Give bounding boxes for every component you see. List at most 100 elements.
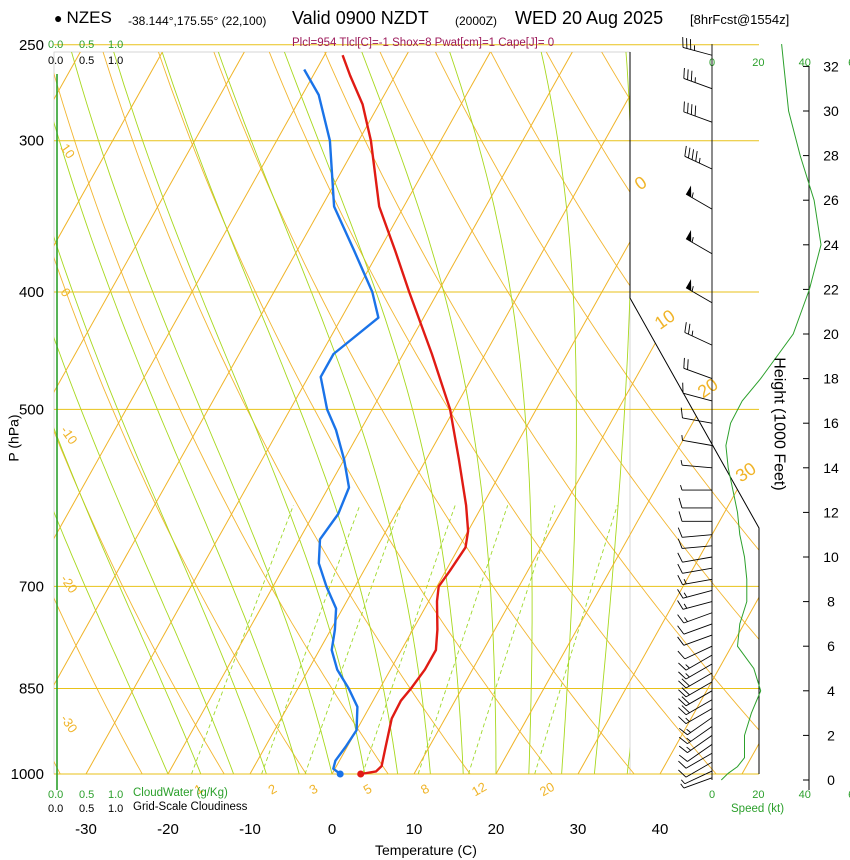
isotherm-line [249, 94, 630, 774]
height-tick-label: 26 [823, 192, 839, 208]
moist-adiabat [361, 52, 497, 774]
wind-barb [677, 623, 713, 635]
speed-top-label: 20 [752, 57, 764, 69]
isotherm-label: -30 [58, 712, 81, 736]
isotherm-line [630, 298, 759, 774]
isotherm-edge-label: 30 [732, 458, 760, 486]
height-tick-label: 6 [827, 638, 835, 654]
barb-staff [685, 287, 713, 304]
barb-half-flag [691, 237, 694, 243]
wind-barb [678, 717, 713, 736]
moist-adiabat [626, 746, 630, 774]
barb-half-flag [686, 737, 691, 742]
barb-staff [685, 663, 713, 680]
moist-adiabat [54, 121, 300, 774]
barb-staff [685, 761, 713, 778]
height-tick-label: 12 [823, 504, 839, 520]
barb-flag [687, 147, 691, 159]
barb-flag [678, 769, 687, 778]
barb-half-flag [685, 717, 690, 722]
barb-staff [682, 439, 713, 446]
cloudiness-bottom-label: 0.5 [79, 803, 94, 815]
isotherm-line [659, 298, 759, 774]
wind-barb [677, 634, 713, 646]
cloudwater-bottom-label: 0.5 [79, 789, 94, 801]
barb-flag [678, 716, 687, 724]
dry-adiabat [0, 23, 323, 799]
barb-pennant [686, 230, 692, 242]
mixing-ratio-label: 20 [537, 779, 557, 799]
barb-staff [682, 534, 713, 538]
barb-flag [684, 145, 687, 157]
barb-flag [678, 745, 688, 753]
wind-barb [677, 600, 713, 610]
height-axis-title: Height (1000 Feet) [770, 357, 788, 491]
wind-barb [680, 777, 713, 789]
barb-staff [685, 681, 713, 698]
barb-staff [682, 578, 713, 585]
height-tick-label: 30 [823, 103, 839, 119]
barb-staff [683, 623, 713, 635]
barb-staff [682, 601, 713, 610]
dry-adiabat [630, 298, 759, 774]
barb-flag [694, 105, 697, 117]
barb-flag [678, 754, 688, 762]
barb-staff [682, 556, 713, 563]
mixing-ratio-line [468, 505, 556, 774]
barb-half-flag [686, 728, 691, 733]
speed-bottom-label: 0 [709, 789, 715, 801]
barb-half-flag [685, 664, 690, 669]
isotherm-edge-label: 10 [651, 305, 679, 333]
station-dot-icon: ● [54, 10, 63, 26]
isotherm-label: -10 [58, 423, 81, 447]
wind-barb [677, 612, 713, 624]
barb-half-flag [681, 779, 686, 785]
wind-barb [677, 563, 713, 574]
stability-indices: Plcl=954 Tlcl[C]=-1 Shox=8 Pwat[cm]=1 Ca… [292, 37, 555, 49]
barb-half-flag [691, 286, 694, 292]
isotherm-line [660, 52, 850, 774]
barb-staff [685, 238, 713, 255]
barb-staff [682, 417, 713, 424]
barb-flag [690, 70, 693, 82]
wind-barb [678, 672, 713, 689]
barb-half-flag [686, 746, 691, 751]
barb-half-flag [683, 592, 688, 598]
barb-flag [690, 104, 693, 115]
barb-pennant [686, 185, 692, 198]
mixing-ratio-label: 12 [469, 779, 489, 799]
barb-flag [678, 760, 687, 769]
cloudwater-top-label: 0.5 [79, 39, 94, 51]
cloudwater-bottom-label: 0.0 [48, 789, 63, 801]
barb-flag [683, 67, 685, 79]
temperature-line-surface-dot [357, 770, 365, 778]
wind-barb [684, 145, 713, 170]
speed-bottom-label: 20 [752, 789, 764, 801]
valid-date: WED 20 Aug 2025 [515, 8, 664, 28]
wind-barb [678, 690, 713, 707]
barb-staff [685, 752, 713, 769]
wind-barb [677, 538, 713, 549]
barb-half-flag [680, 783, 685, 789]
barb-staff [684, 155, 713, 170]
dry-adiabat [630, 298, 759, 774]
isotherm-edge-label: 0 [631, 172, 651, 194]
barb-flag [677, 614, 685, 624]
isotherm-label: 10 [58, 141, 79, 161]
dry-adiabat [640, 23, 850, 799]
dry-adiabat [149, 23, 573, 799]
barb-staff [685, 654, 713, 671]
wind-barb [685, 279, 713, 304]
barb-staff [682, 590, 713, 599]
valid-time: Valid 0900 NZDT [292, 8, 429, 28]
forecast-label: [8hrFcst@1554z] [690, 12, 790, 27]
pressure-tick-label: 700 [19, 578, 44, 595]
cloudiness-top-label: 0.5 [79, 55, 94, 67]
temperature-tick-label: 30 [570, 821, 587, 838]
pressure-tick-label: 850 [19, 681, 44, 698]
barb-staff [687, 717, 713, 736]
chart-grid [0, 23, 850, 799]
moist-adiabat [217, 52, 431, 774]
